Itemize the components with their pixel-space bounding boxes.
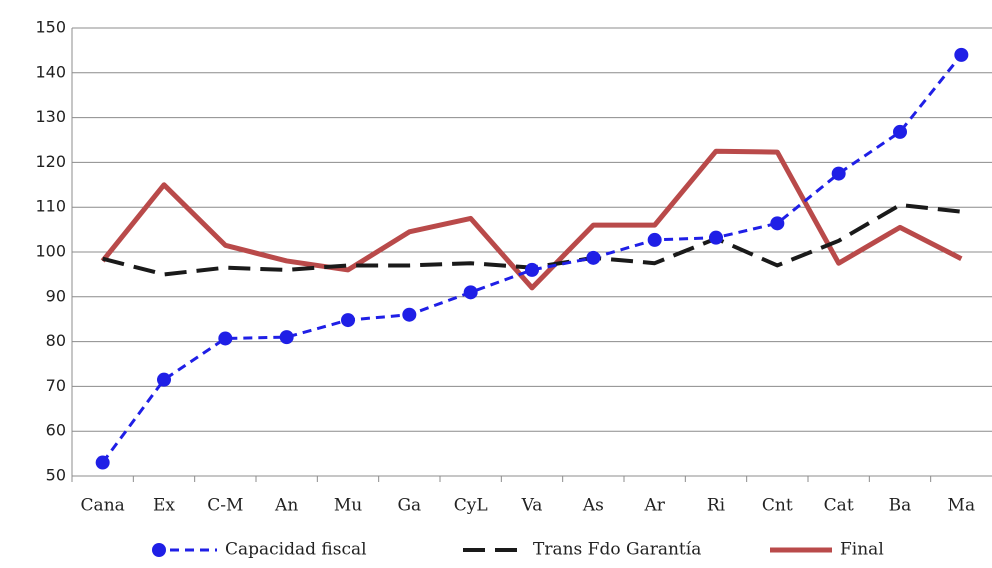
y-tick-label: 80 xyxy=(46,331,66,350)
point xyxy=(157,372,171,387)
y-tick-label: 100 xyxy=(35,242,66,261)
point xyxy=(402,307,417,322)
y-tick-label: 50 xyxy=(46,466,66,485)
point xyxy=(770,216,785,231)
point xyxy=(525,262,539,277)
x-tick-label: Cana xyxy=(81,496,125,516)
point xyxy=(463,285,478,300)
x-tick-label: Ba xyxy=(889,496,912,516)
point xyxy=(647,232,662,247)
legend-label: Final xyxy=(840,540,884,560)
point xyxy=(709,230,723,245)
legend-label: Capacidad fiscal xyxy=(225,540,367,560)
x-tick-label: Cnt xyxy=(762,496,793,516)
x-tick-label: Ri xyxy=(707,496,726,516)
y-tick-label: 140 xyxy=(35,62,66,81)
x-tick-label: Ga xyxy=(397,496,421,516)
y-tick-label: 110 xyxy=(35,197,66,216)
x-tick-label: Ar xyxy=(643,496,665,516)
point xyxy=(95,455,110,470)
series-line xyxy=(101,53,963,464)
y-tick-label: 60 xyxy=(46,421,66,440)
point xyxy=(893,124,907,139)
series-line xyxy=(100,148,963,291)
legend-label: Trans Fdo Garantía xyxy=(533,540,701,560)
point xyxy=(279,330,294,345)
y-tick-label: 120 xyxy=(35,152,66,171)
point xyxy=(218,331,233,346)
x-tick-label: C-M xyxy=(207,496,243,516)
y-tick-label: 150 xyxy=(35,18,66,37)
x-tick-label: Ma xyxy=(948,496,976,516)
x-tick-label: An xyxy=(274,496,298,516)
point xyxy=(954,47,969,62)
x-tick-label: Va xyxy=(521,496,543,516)
legend-marker xyxy=(152,543,166,557)
x-tick-label: Mu xyxy=(334,496,362,516)
x-tick-label: As xyxy=(582,496,604,516)
point xyxy=(831,166,846,181)
y-tick-label: 90 xyxy=(46,286,66,305)
y-tick-label: 130 xyxy=(35,107,66,126)
point xyxy=(341,313,355,328)
x-tick-label: Cat xyxy=(824,496,854,516)
x-tick-label: Ex xyxy=(153,496,175,516)
y-tick-label: 70 xyxy=(46,376,66,395)
point xyxy=(586,250,601,265)
x-tick-label: CyL xyxy=(454,496,488,516)
